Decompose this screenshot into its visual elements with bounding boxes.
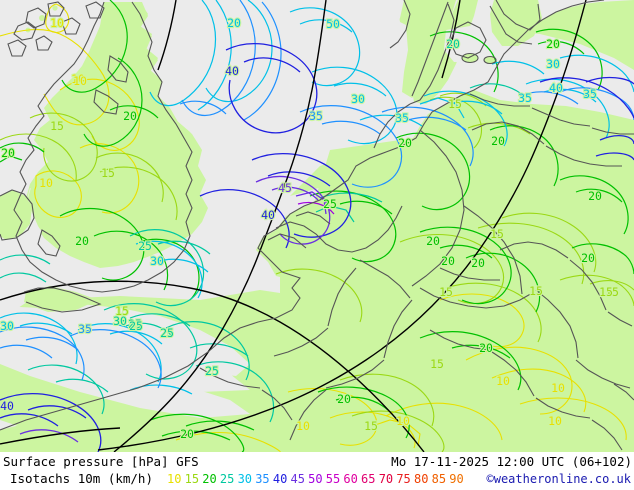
legend-stop-70[interactable]: 70 bbox=[378, 472, 394, 486]
legend-stop-55[interactable]: 55 bbox=[325, 472, 341, 486]
contour-label: 20 bbox=[581, 251, 595, 265]
pressure-isobars bbox=[0, 0, 587, 452]
isotach-40 bbox=[0, 42, 634, 452]
legend-stop-35[interactable]: 35 bbox=[255, 472, 270, 486]
legend-stop-60[interactable]: 60 bbox=[343, 472, 358, 486]
contour-label: 35 bbox=[395, 111, 409, 125]
legend-stop-45[interactable]: 45 bbox=[290, 472, 305, 486]
map-canvas[interactable]: 10 10 10 15 20 20 10 15 20 25 30 30 35 15 30 25 25 25 40 20… bbox=[0, 0, 634, 452]
contour-label: 40 bbox=[225, 64, 239, 78]
contour-label: 10 bbox=[73, 74, 87, 88]
map-subtitle: Isotachs 10m (km/h) bbox=[10, 471, 153, 486]
contour-label: 25 bbox=[205, 364, 219, 378]
legend-stop-90[interactable]: 90 bbox=[449, 472, 464, 486]
contour-label: 15 bbox=[439, 285, 453, 299]
copyright-notice: ©weatheronline.co.uk bbox=[486, 472, 632, 486]
contour-label: 25 bbox=[128, 317, 142, 331]
contour-label: 20 bbox=[227, 16, 241, 30]
contour-label: 10 bbox=[71, 72, 85, 86]
isotach-25 bbox=[0, 83, 525, 423]
contour-label: 20 bbox=[123, 109, 137, 123]
contour-label: 20 bbox=[180, 427, 194, 441]
contour-label: 20 bbox=[398, 136, 412, 150]
legend-stop-85[interactable]: 85 bbox=[431, 472, 447, 486]
contour-label: 10 bbox=[50, 16, 64, 30]
contour-label: 10 bbox=[39, 176, 53, 190]
isotach-30 bbox=[0, 0, 634, 395]
contour-label: 25 bbox=[160, 326, 174, 340]
legend-stop-80[interactable]: 80 bbox=[413, 472, 429, 486]
legend-stop-30[interactable]: 30 bbox=[237, 472, 253, 486]
contour-label: 15 bbox=[529, 284, 543, 298]
contour-label: 35 bbox=[518, 91, 532, 105]
contour-label: 20 bbox=[479, 341, 493, 355]
contour-label: 20 bbox=[491, 134, 505, 148]
contour-label: 20 bbox=[446, 37, 460, 51]
footer-panel: Surface pressure [hPa] GFS Isotachs 10m … bbox=[0, 452, 634, 490]
legend-stop-40[interactable]: 40 bbox=[272, 472, 288, 486]
contour-label: 35 bbox=[78, 322, 92, 336]
contour-label: 20 bbox=[471, 256, 485, 270]
legend-stop-10[interactable]: 10 bbox=[167, 472, 182, 486]
isotach-color-scale[interactable]: 10 15 20 25 30 35 40 45 50 55 60 65 70 75 80 85 90 bbox=[167, 472, 464, 486]
contour-label: 20 bbox=[588, 189, 602, 203]
coastlines-and-borders bbox=[0, 0, 634, 451]
contour-label: 35 bbox=[309, 109, 323, 123]
contour-label: 25 bbox=[323, 197, 337, 211]
contour-label: 40 bbox=[0, 399, 14, 413]
isotach-10 bbox=[0, 3, 627, 452]
contour-label: 40 bbox=[549, 81, 563, 95]
map-title: Surface pressure [hPa] GFS bbox=[3, 454, 199, 469]
contour-label: 30 bbox=[150, 254, 164, 268]
contour-label: 15 bbox=[115, 304, 129, 318]
contour-label: 30 bbox=[0, 319, 14, 333]
isotach-35 bbox=[0, 0, 634, 389]
isotach-15 bbox=[0, 92, 634, 452]
map-svg bbox=[0, 0, 634, 452]
contour-label: 20 bbox=[441, 254, 455, 268]
contour-label: 20 bbox=[546, 37, 560, 51]
contour-label: 15 bbox=[605, 285, 619, 299]
contour-label: 25 bbox=[129, 319, 143, 333]
contour-label: 10 bbox=[496, 374, 510, 388]
legend-stop-20[interactable]: 20 bbox=[202, 472, 217, 486]
contour-label: 40 bbox=[261, 208, 275, 222]
contour-label: 50 bbox=[326, 17, 340, 31]
contour-label: 10 bbox=[296, 419, 310, 433]
isotach-50 bbox=[297, 201, 335, 215]
contour-label: 15 bbox=[599, 285, 613, 299]
legend-stop-15[interactable]: 15 bbox=[184, 472, 200, 486]
legend-stop-65[interactable]: 65 bbox=[361, 472, 376, 486]
contour-label: 20 bbox=[1, 146, 15, 160]
contour-label: 15 bbox=[101, 166, 115, 180]
contour-label: 20 bbox=[337, 392, 351, 406]
contour-label: 15 bbox=[448, 97, 462, 111]
contour-label: 30 bbox=[351, 92, 365, 106]
contour-label: 15 bbox=[490, 227, 504, 241]
contour-label: 30 bbox=[113, 314, 127, 328]
valid-time-stamp: Mo 17-11-2025 12:00 UTC (06+102) bbox=[391, 454, 632, 469]
legend-stop-75[interactable]: 75 bbox=[396, 472, 411, 486]
contour-label: 10 bbox=[396, 414, 410, 428]
contour-label: 45 bbox=[278, 181, 292, 195]
legend-stop-50[interactable]: 50 bbox=[308, 472, 323, 486]
contour-label: 15 bbox=[430, 357, 444, 371]
contour-label: 20 bbox=[426, 234, 440, 248]
contour-label: 10 bbox=[548, 414, 562, 428]
contour-label: 30 bbox=[546, 57, 560, 71]
contour-label: 10 bbox=[551, 381, 565, 395]
contour-label: 35 bbox=[583, 87, 597, 101]
contour-label: 20 bbox=[75, 234, 89, 248]
contour-label: 15 bbox=[50, 119, 64, 133]
contour-label: 25 bbox=[138, 239, 152, 253]
contour-label: 15 bbox=[364, 419, 378, 433]
legend-stop-25[interactable]: 25 bbox=[219, 472, 235, 486]
